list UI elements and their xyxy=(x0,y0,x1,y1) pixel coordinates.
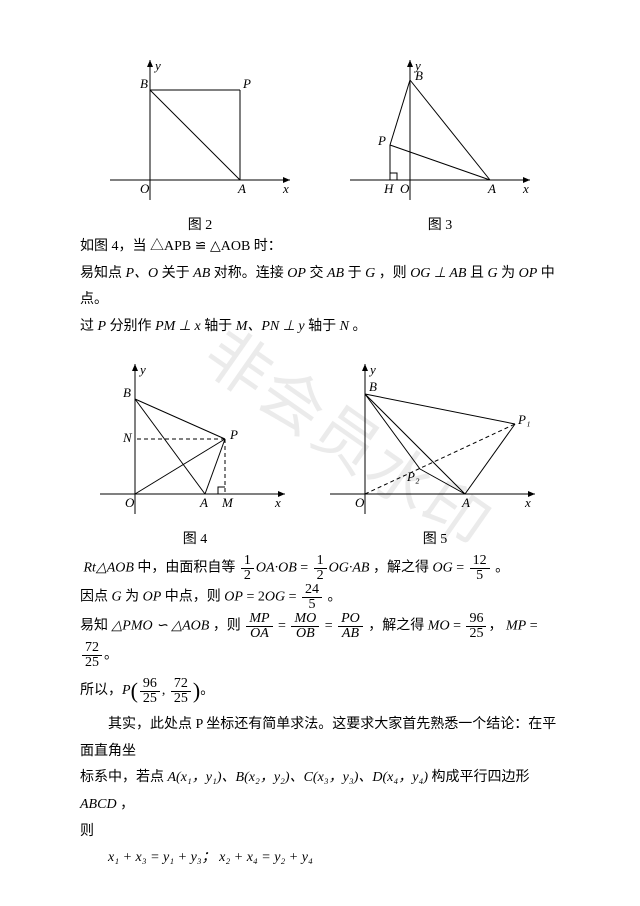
text-line-3: 过 P 分别作 PM ⊥ x 轴于 M、PN ⊥ y 轴于 N 。 xyxy=(80,314,560,341)
svg-text:x: x xyxy=(524,495,531,510)
svg-text:P: P xyxy=(242,76,251,91)
frac-mo: 9625 xyxy=(464,612,488,641)
text-line-9: 标系中，若点 A(x₁，y₁)、B(x₂，y₂)、C(x₃，y₃)、D(x₄，y… xyxy=(80,765,560,818)
figure-row-1: y x O B P A 图 2 y x O B P xyxy=(80,50,560,234)
figure-5-svg: y x O B P₁ P₂ A xyxy=(325,354,545,524)
svg-text:B: B xyxy=(140,76,148,91)
figure-4-caption: 图 4 xyxy=(95,528,295,548)
svg-text:B: B xyxy=(415,68,423,83)
figure-2-caption: 图 2 xyxy=(100,214,300,234)
svg-text:A: A xyxy=(199,495,208,510)
page: 非会员水印 y x O B P A 图 2 xyxy=(0,0,640,906)
svg-text:x: x xyxy=(274,495,281,510)
figure-5-block: y x O B P₁ P₂ A 图 5 xyxy=(325,354,545,548)
figure-5-caption: 图 5 xyxy=(325,528,545,548)
svg-text:y: y xyxy=(153,58,161,73)
svg-text:A: A xyxy=(487,181,496,196)
svg-text:H: H xyxy=(383,181,394,196)
svg-text:O: O xyxy=(400,181,410,196)
svg-text:y: y xyxy=(138,362,146,377)
figure-4-block: y x O B N P A M 图 4 xyxy=(95,354,295,548)
svg-text:P₁: P₁ xyxy=(517,412,530,427)
svg-text:P: P xyxy=(377,133,386,148)
svg-text:O: O xyxy=(125,495,135,510)
text-line-6: 易知 △PMO ∽ △AOB ，则 MPOA = MOOB = POAB ，解之… xyxy=(80,612,560,670)
figure-row-2: y x O B N P A M 图 4 y x xyxy=(80,354,560,548)
text-line-4: Rt△AOB 中，由面积自等 12OA·OB = 12OG·AB ，解之得 OG… xyxy=(80,554,560,583)
svg-text:A: A xyxy=(237,181,246,196)
frac-op: 245 xyxy=(300,583,324,612)
svg-text:P₂: P₂ xyxy=(406,469,420,484)
text-line-8: 其实，此处点 P 坐标还有简单求法。这要求大家首先熟悉一个结论：在平面直角坐 xyxy=(80,712,560,765)
figure-3-caption: 图 3 xyxy=(340,214,540,234)
frac-mp: 7225 xyxy=(80,641,104,670)
figure-3-block: y x O B P H A 图 3 xyxy=(340,50,540,234)
text-line-10: 则 xyxy=(80,819,560,846)
svg-text:O: O xyxy=(140,181,150,196)
figure-2-block: y x O B P A 图 2 xyxy=(100,50,300,234)
frac-half-1: 12 xyxy=(239,554,256,583)
svg-text:O: O xyxy=(355,495,365,510)
text-line-11: x₁ + x₃ = y₁ + y₃； x₂ + x₄ = y₂ + y₄ xyxy=(80,845,560,872)
t1: 如图 4，当 △APB ≌ △AOB 时： xyxy=(80,239,282,254)
svg-text:M: M xyxy=(221,495,234,510)
svg-text:x: x xyxy=(522,181,529,196)
frac-og: 125 xyxy=(468,554,492,583)
svg-text:B: B xyxy=(369,379,377,394)
text-line-2: 易知点 P、O 关于 AB 对称。连接 OP 交 AB 于 G ，则 OG ⊥ … xyxy=(80,261,560,314)
svg-text:N: N xyxy=(122,430,133,445)
svg-text:P: P xyxy=(229,427,238,442)
svg-text:A: A xyxy=(461,495,470,510)
figure-4-svg: y x O B N P A M xyxy=(95,354,295,524)
svg-text:x: x xyxy=(282,181,289,196)
figure-2-svg: y x O B P A xyxy=(100,50,300,210)
frac-half-2: 12 xyxy=(312,554,329,583)
figure-3-svg: y x O B P H A xyxy=(340,50,540,210)
text-line-1: 如图 4，当 △APB ≌ △AOB 时： xyxy=(80,234,560,261)
svg-text:B: B xyxy=(123,385,131,400)
text-line-7: 所以，P(9625, 7225)。 xyxy=(80,670,560,712)
svg-text:y: y xyxy=(368,362,376,377)
text-line-5: 因点 G 为 OP 中点，则 OP = 2OG = 245 。 xyxy=(80,583,560,612)
